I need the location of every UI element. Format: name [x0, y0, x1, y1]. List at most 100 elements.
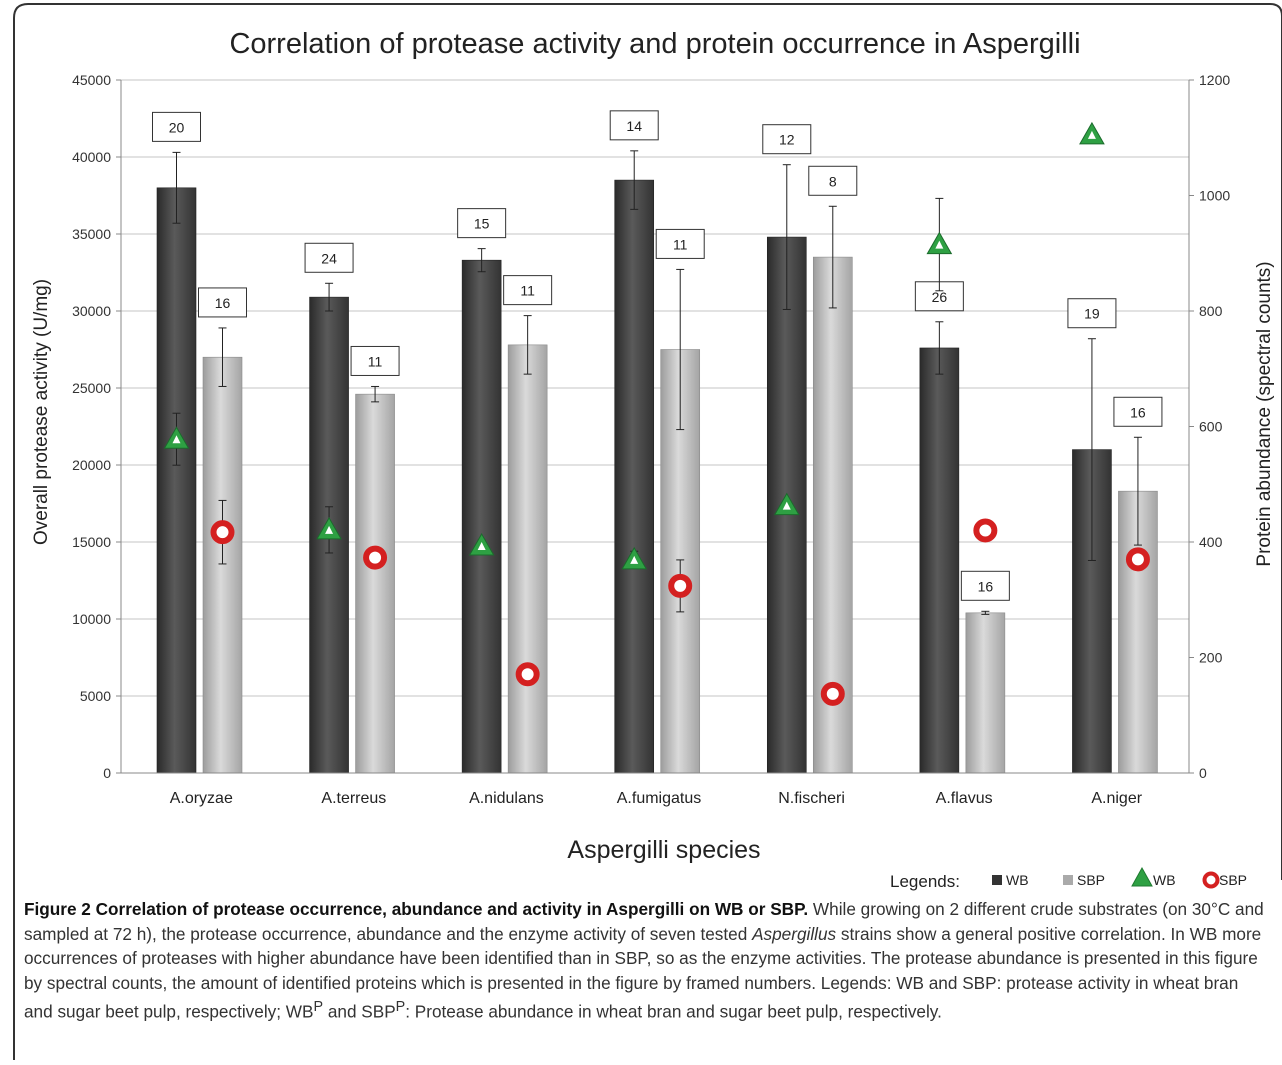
count-label: 19 — [1084, 306, 1100, 322]
count-label: 20 — [169, 119, 185, 135]
count-label-box — [152, 111, 201, 142]
legend-wb-bar-label: WB — [1006, 872, 1029, 888]
count-label-box — [198, 287, 247, 318]
x-category-label: N.fischeri — [778, 790, 845, 807]
sbp-ring-marker — [210, 520, 235, 545]
sbp-ring-marker — [820, 681, 845, 706]
sbp-ring-marker — [515, 662, 540, 687]
y2-tick-label: 1000 — [1199, 188, 1230, 204]
count-label: 26 — [932, 289, 948, 305]
y2-axis-label: Protein abundance (spectral counts) — [1254, 261, 1275, 566]
y-tick-label: 25000 — [72, 380, 111, 396]
caption-body-1: While growing on 2 different crude subst… — [24, 899, 1264, 944]
y-tick-label: 45000 — [72, 72, 111, 88]
y2-tick-label: 200 — [1199, 650, 1223, 666]
count-label: 11 — [368, 353, 383, 369]
count-label: 11 — [673, 236, 688, 252]
wb-triangle-marker-center — [782, 501, 791, 510]
framed-number-labels: 20 16 24 11 15 11 14 11 12 8 26 16 19 16 — [152, 110, 1163, 601]
caption-and: and SBP — [327, 1001, 396, 1022]
x-category-label: A.fumigatus — [617, 790, 701, 807]
sbp-ring-marker — [973, 518, 998, 543]
y2-tick-label: 0 — [1199, 765, 1207, 781]
caption-body-2: strains show a general positive correlat… — [24, 923, 1262, 1022]
count-label-box — [609, 110, 659, 141]
wb-triangle-marker-center — [630, 555, 639, 564]
y-tick-label: 5000 — [80, 688, 111, 704]
caption-body-3: : Protease abundance in wheat bran and s… — [405, 1001, 942, 1022]
legend-wb-bar-swatch — [992, 875, 1002, 885]
wb-triangle-marker-center — [172, 435, 181, 444]
bar-sbp — [355, 393, 395, 774]
y-tick-label: 35000 — [72, 226, 111, 242]
bar-sbp — [965, 612, 1006, 774]
count-label-box — [1067, 298, 1117, 329]
count-label-box — [808, 165, 858, 196]
gridlines — [121, 79, 1189, 697]
count-label: 16 — [215, 295, 231, 311]
sbp-ring-marker — [668, 573, 693, 598]
legend-wb-marker-label: WB — [1153, 872, 1176, 888]
bar-wb — [919, 347, 960, 774]
count-label: 15 — [474, 216, 490, 232]
x-category-label: A.oryzae — [170, 790, 233, 807]
count-label-box — [655, 228, 705, 259]
count-label: 14 — [626, 118, 642, 134]
x-category-label: A.nidulans — [469, 790, 544, 807]
y-tick-label: 0 — [103, 765, 111, 781]
count-label: 12 — [779, 132, 795, 148]
y-tick-label: 20000 — [72, 457, 111, 473]
count-label: 24 — [321, 250, 337, 266]
legend-sbp-ring-icon — [1202, 871, 1220, 889]
count-label-box — [762, 124, 812, 155]
legend: Legends: WB SBP WB SBP — [890, 866, 1247, 891]
y-tick-label: 15000 — [72, 534, 111, 550]
count-label: 16 — [978, 578, 994, 594]
y2-tick-label: 600 — [1199, 419, 1223, 435]
caption-title: Figure 2 Correlation of protease occurre… — [24, 899, 809, 919]
count-label: 16 — [1130, 404, 1146, 420]
caption-sup-2: P — [395, 999, 406, 1015]
count-label: 11 — [520, 283, 535, 299]
bar-wb — [614, 179, 655, 774]
bar-wb — [156, 187, 197, 774]
bar-wb — [461, 259, 502, 774]
y-tick-label: 10000 — [72, 611, 111, 627]
legend-sbp-bar-swatch — [1063, 875, 1073, 885]
x-category-label: A.flavus — [936, 790, 993, 807]
bar-sbp — [202, 356, 243, 774]
y2-tick-label: 1200 — [1199, 72, 1230, 88]
bar-sbp — [507, 344, 548, 774]
legend-wb-triangle-icon — [1131, 866, 1153, 887]
x-axis-label: Aspergilli species — [567, 836, 760, 864]
y-tick-label: 40000 — [72, 149, 111, 165]
wb-triangle-marker-center — [477, 542, 486, 551]
caption-sup-1: P — [313, 999, 324, 1015]
y2-axis-ticks: 0 200 400 600 800 1000 1200 — [1189, 72, 1230, 781]
x-category-label: A.niger — [1091, 790, 1142, 807]
count-label-box — [503, 275, 553, 306]
count-label-box — [350, 345, 400, 376]
wb-triangle-marker-center — [1087, 130, 1096, 139]
legend-sbp-marker-label: SBP — [1219, 872, 1247, 888]
count-label-box — [960, 570, 1010, 601]
sbp-ring-marker — [363, 545, 388, 570]
x-axis-categories: A.oryzae A.terreus A.nidulans A.fumigatus N.… — [170, 790, 1143, 807]
caption-species-italic: Aspergillus — [752, 923, 837, 944]
y2-tick-label: 800 — [1199, 303, 1223, 319]
count-label-box — [304, 242, 354, 273]
wb-triangle-marker-center — [935, 240, 944, 249]
y2-tick-label: 400 — [1199, 534, 1223, 550]
y-axis-label: Overall protease activity (U/mg) — [31, 279, 52, 545]
wb-triangle-marker-center — [325, 525, 334, 534]
chart-title: Correlation of protease activity and pro… — [229, 28, 1080, 60]
sbp-ring-marker — [1125, 547, 1150, 572]
count-label-box — [457, 208, 507, 239]
count-label: 8 — [829, 173, 837, 189]
figure-caption: Figure 2 Correlation of protease occurre… — [24, 897, 1268, 1024]
y-axis-ticks: 0 5000 10000 15000 20000 25000 30000 35000 40000… — [72, 72, 121, 781]
x-category-label: A.terreus — [321, 790, 386, 807]
count-label-box — [1113, 396, 1163, 427]
legend-sbp-bar-label: SBP — [1077, 872, 1105, 888]
